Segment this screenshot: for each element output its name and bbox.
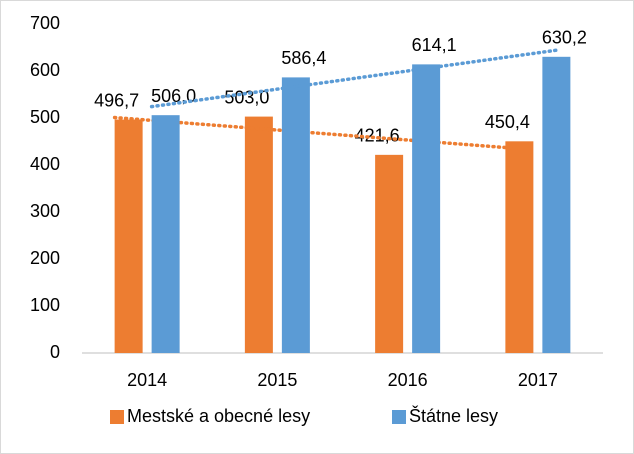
bar [114,119,143,354]
bar [505,141,534,353]
y-tick-label: 400 [30,154,60,174]
bar [244,116,273,353]
y-tick-label: 300 [30,201,60,221]
legend-swatch [110,410,124,424]
legend-label: Štátne lesy [409,405,498,426]
y-tick-label: 0 [50,342,60,362]
bar [542,56,571,353]
y-tick-label: 200 [30,248,60,268]
trendline [149,48,559,109]
data-label: 614,1 [412,35,457,55]
trendline [112,115,522,151]
y-tick-label: 500 [30,107,60,127]
bar [151,115,180,354]
data-label: 421,6 [355,126,400,146]
data-label: 630,2 [542,28,587,48]
x-tick-label: 2017 [518,370,558,390]
y-tick-label: 700 [30,13,60,33]
data-label: 496,7 [94,90,139,110]
legend-swatch [392,410,406,424]
data-label: 503,0 [224,87,269,107]
data-label: 586,4 [281,48,326,68]
bar [281,77,310,353]
x-tick-label: 2015 [257,370,297,390]
y-tick-label: 100 [30,295,60,315]
x-tick-label: 2014 [127,370,167,390]
legend-label: Mestské a obecné lesy [127,406,310,426]
bar [412,64,441,354]
data-label: 450,4 [485,112,530,132]
x-tick-label: 2016 [388,370,428,390]
bar [375,154,404,353]
y-tick-label: 600 [30,60,60,80]
